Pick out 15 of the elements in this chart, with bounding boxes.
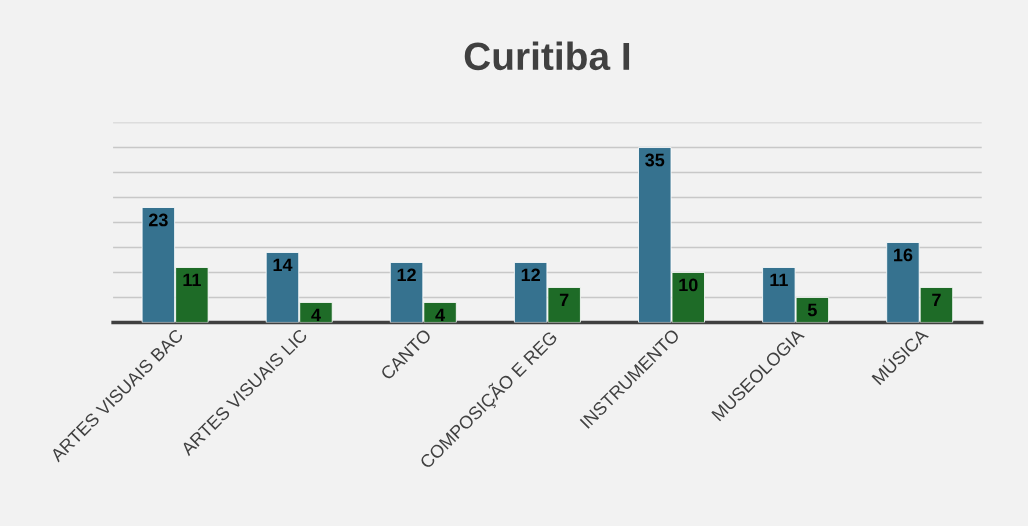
data-label: 4: [435, 308, 445, 322]
data-label: 5: [807, 303, 817, 317]
data-label: 12: [397, 268, 416, 282]
data-label: 12: [521, 268, 540, 282]
data-label: 10: [679, 278, 698, 292]
data-label: 11: [183, 273, 201, 287]
data-label: 23: [148, 213, 168, 227]
data-label: 4: [311, 308, 321, 322]
data-label: 7: [932, 293, 941, 307]
data-label: 35: [645, 153, 665, 167]
data-label: 14: [273, 258, 293, 272]
data-label: 11: [770, 273, 788, 287]
data-label: 16: [894, 248, 913, 262]
data-label: 7: [559, 293, 569, 307]
chart-title: Curitiba I: [464, 41, 630, 71]
